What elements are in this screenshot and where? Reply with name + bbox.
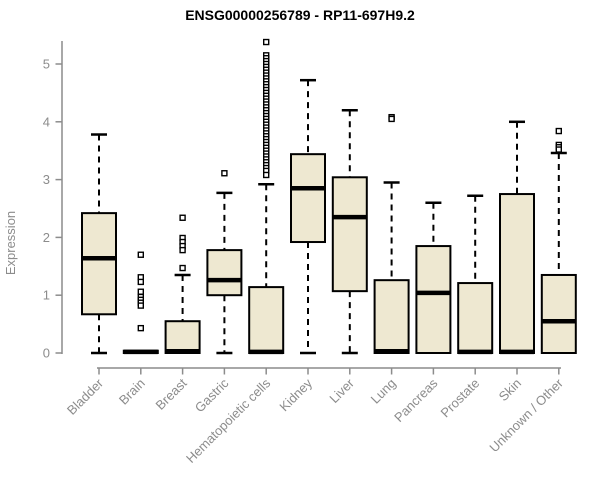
y-tick-label: 2 bbox=[43, 230, 50, 245]
category-label-lung: Lung bbox=[368, 376, 399, 407]
box-bladder bbox=[81, 212, 117, 316]
outlier-brain bbox=[137, 288, 145, 295]
box-prostate bbox=[457, 282, 494, 355]
category-label-kidney: Kidney bbox=[276, 375, 315, 414]
box-lung bbox=[373, 279, 410, 354]
category-label-bladder: Bladder bbox=[64, 375, 107, 418]
outlier-hematopoietic-cells bbox=[263, 38, 270, 46]
outlier-brain bbox=[137, 278, 145, 286]
box-gastric bbox=[206, 249, 243, 297]
category-label-breast: Breast bbox=[153, 375, 190, 412]
box-pancreas bbox=[415, 245, 452, 355]
category-label-gastric: Gastric bbox=[192, 375, 232, 415]
box-liver bbox=[331, 176, 368, 293]
box-unknown-other bbox=[540, 273, 577, 354]
category-label-liver: Liver bbox=[326, 375, 357, 406]
category-label-brain: Brain bbox=[116, 376, 148, 408]
y-axis-title: Expression bbox=[3, 211, 18, 275]
box-skin bbox=[499, 193, 535, 354]
y-tick-label: 3 bbox=[43, 172, 50, 187]
box-breast bbox=[164, 320, 201, 354]
outlier-breast bbox=[179, 264, 186, 272]
outlier-hematopoietic-cells bbox=[263, 171, 270, 179]
box-hematopoietic-cells bbox=[248, 286, 285, 354]
outlier-breast bbox=[179, 246, 186, 254]
category-label-skin: Skin bbox=[496, 376, 524, 404]
outlier-gastric bbox=[221, 170, 228, 177]
y-tick-label: 5 bbox=[43, 57, 50, 72]
box-kidney bbox=[290, 153, 326, 244]
category-label-pancreas: Pancreas bbox=[391, 375, 441, 425]
outlier-brain bbox=[137, 324, 145, 332]
outlier-brain bbox=[137, 251, 145, 258]
category-label-prostate: Prostate bbox=[437, 376, 482, 421]
category-label-unknown-other: Unknown / Other bbox=[486, 375, 566, 455]
y-tick-label: 4 bbox=[43, 114, 50, 129]
y-tick-label: 0 bbox=[43, 346, 50, 361]
outlier-unknown-other bbox=[555, 127, 562, 135]
outlier-breast bbox=[179, 214, 186, 221]
outlier-brain bbox=[137, 302, 145, 309]
chart-title: ENSG00000256789 - RP11-697H9.2 bbox=[185, 7, 415, 23]
outlier-lung bbox=[388, 115, 395, 123]
outlier-unknown-other bbox=[555, 146, 562, 153]
y-tick-label: 1 bbox=[43, 288, 50, 303]
